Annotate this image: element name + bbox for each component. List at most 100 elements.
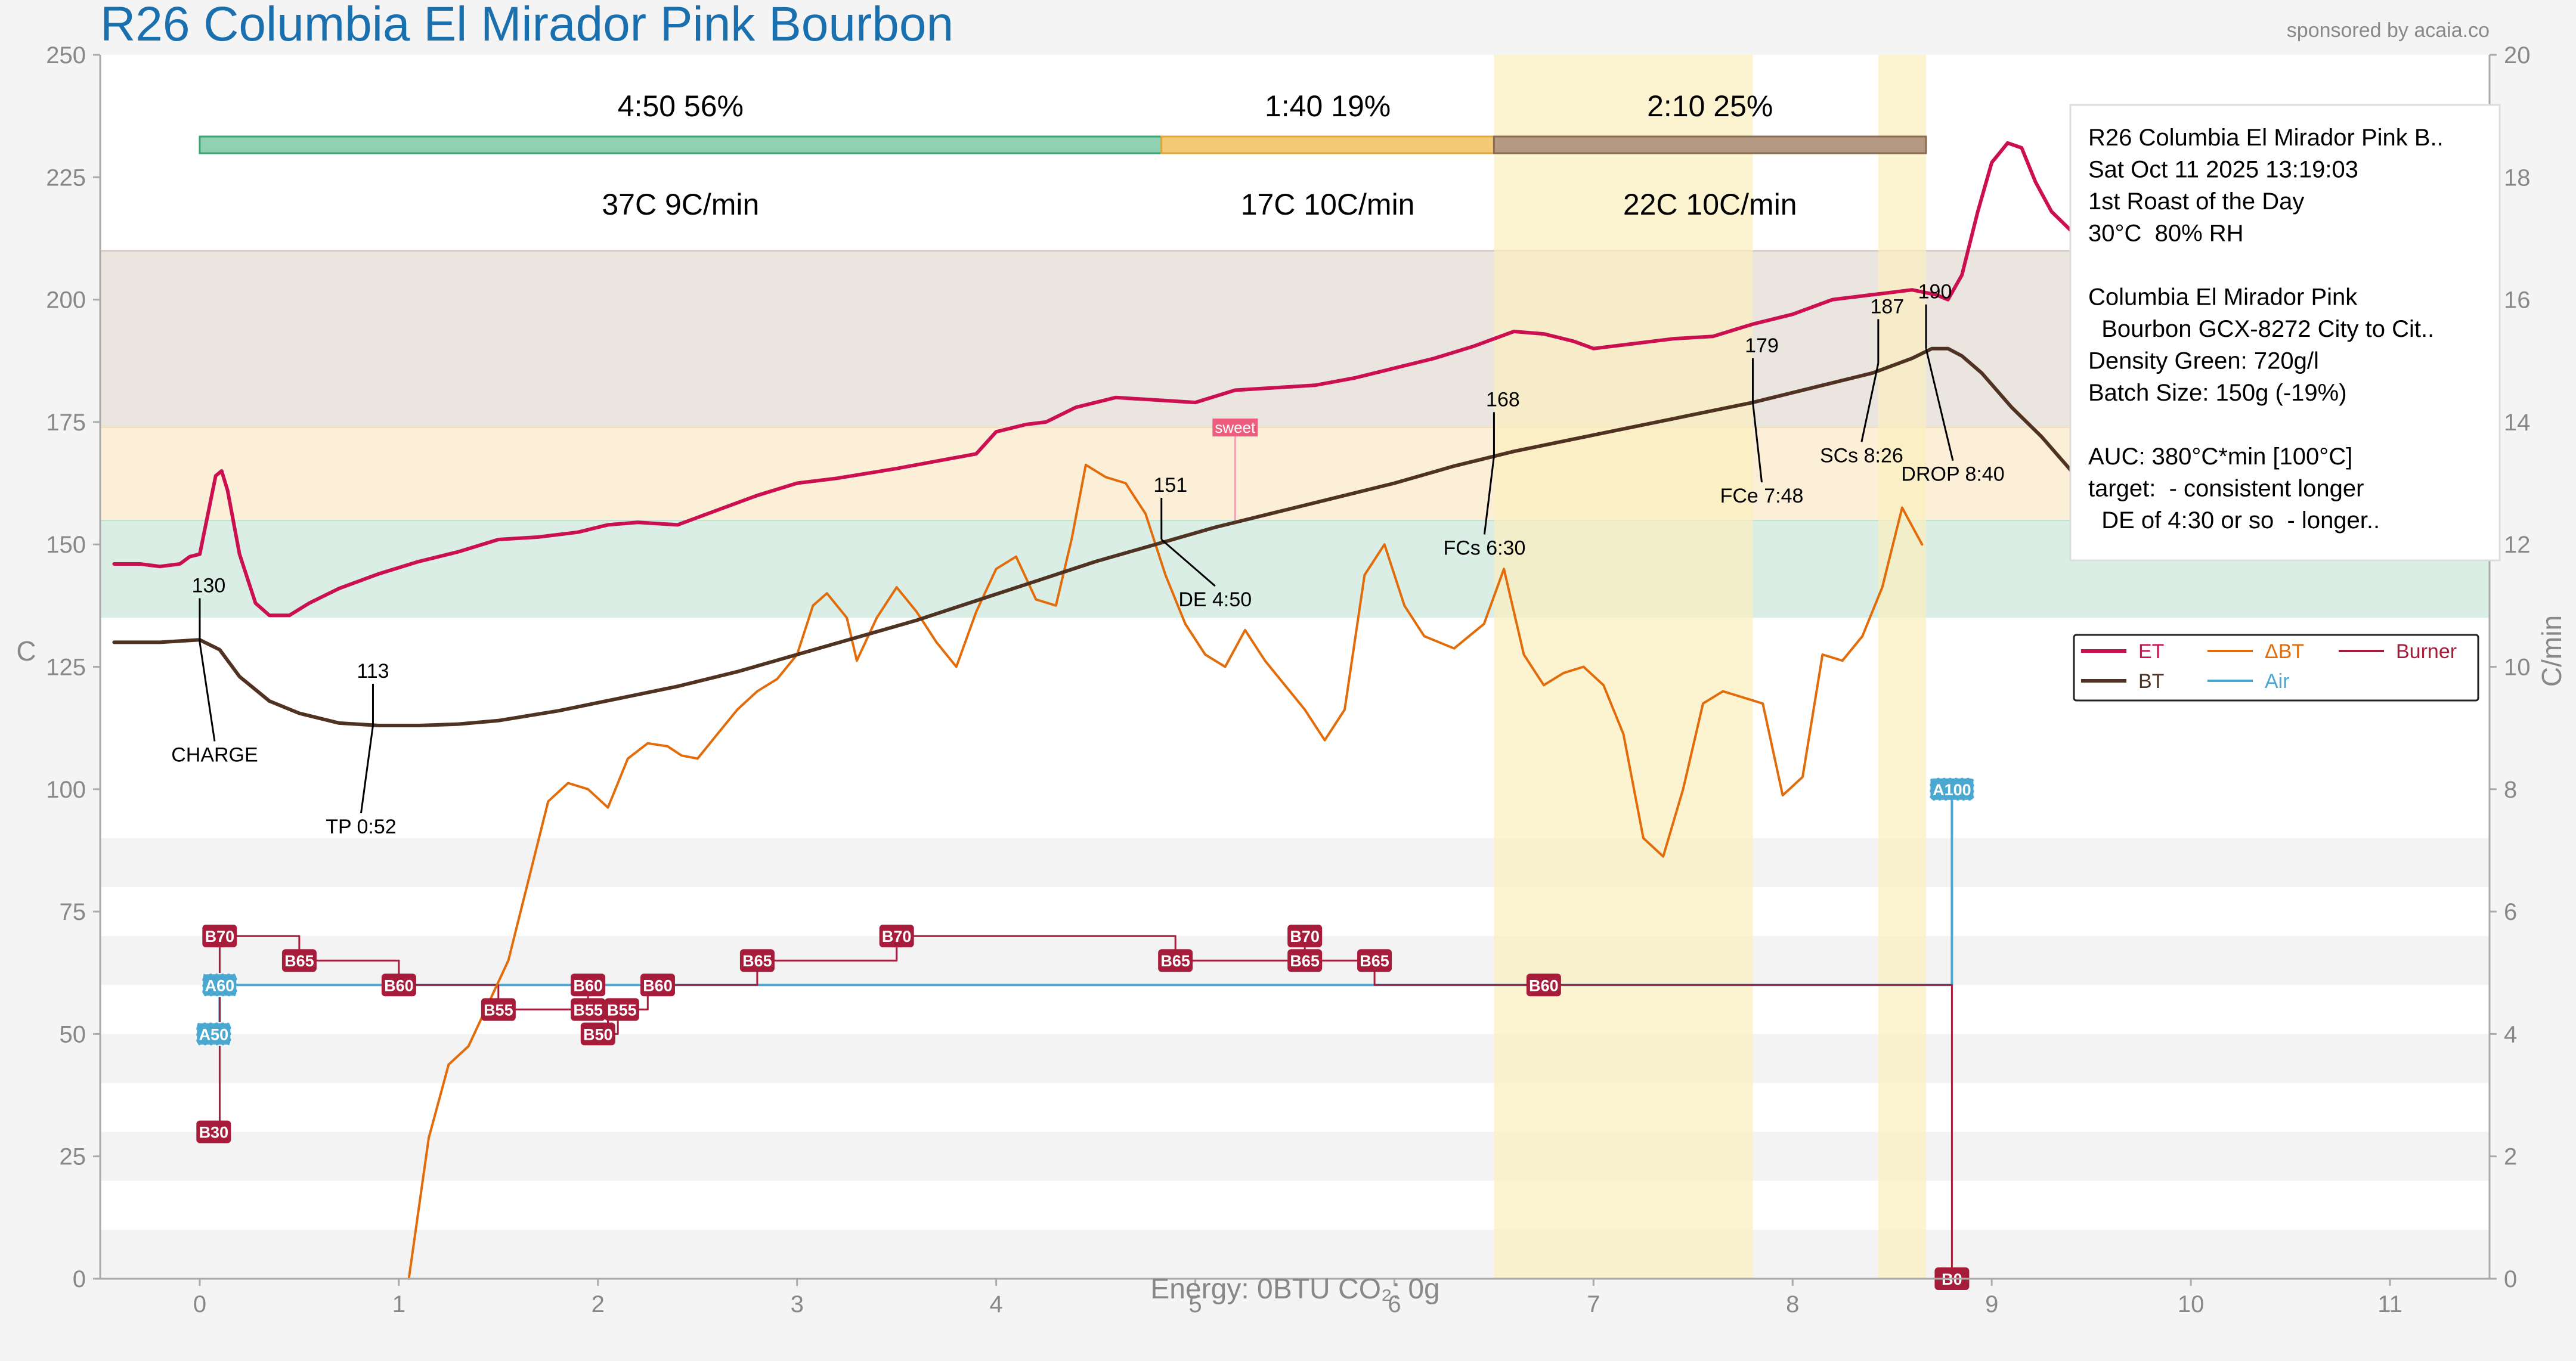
event-tag-label: B55	[573, 1001, 603, 1019]
stripe-band	[100, 1034, 2490, 1083]
event-tag-label: B55	[484, 1001, 513, 1019]
event-tag-label: A60	[205, 976, 235, 994]
annotation-label: CHARGE	[171, 743, 258, 766]
annotation-leader	[199, 642, 216, 742]
annotation-label: DROP 8:40	[1901, 463, 2004, 486]
phase-time-label: 4:50 56%	[618, 89, 744, 123]
legend-label: ET	[2138, 640, 2164, 663]
y-right-tick-label: 2	[2504, 1144, 2517, 1170]
y-right-tick-label: 18	[2504, 165, 2531, 191]
event-tag-label: B70	[1290, 928, 1320, 945]
info-line: Sat Oct 11 2025 13:19:03	[2088, 157, 2358, 183]
y-tick-label: 125	[46, 655, 86, 681]
event-tag-box	[1526, 974, 1561, 997]
event-tag-label: B65	[284, 952, 314, 970]
y-right-tick-label: 8	[2504, 777, 2517, 803]
info-line: 1st Roast of the Day	[2088, 188, 2304, 215]
event-tag-box	[571, 998, 606, 1021]
x-tick-label: 3	[791, 1291, 804, 1317]
y-right-tick-label: 12	[2504, 532, 2531, 558]
info-line: Density Green: 720g/l	[2088, 348, 2319, 374]
annotation-leader	[1160, 538, 1216, 587]
event-tag-label: B65	[1290, 952, 1320, 970]
event-tag-label: B65	[742, 952, 772, 970]
axes: 0255075100125150175200225250024681012141…	[16, 42, 2567, 1317]
crack-highlight-region	[1494, 55, 1753, 1279]
y-tick-label: 100	[46, 777, 86, 803]
series-bt	[112, 346, 2073, 727]
event-tag-label: B30	[199, 1124, 229, 1142]
x-tick-label: 1	[392, 1291, 405, 1317]
event-tag-box	[281, 949, 317, 972]
x-tick-label: 11	[2377, 1291, 2402, 1317]
phase-bar-1	[1160, 135, 1495, 154]
crack-highlight-region	[1878, 55, 1927, 1279]
y-right-tick-label: 14	[2504, 410, 2531, 436]
y-right-axis-label: C/min	[2536, 615, 2567, 687]
x-tick-label: 0	[193, 1291, 206, 1317]
y-right-tick-label: 10	[2504, 655, 2531, 681]
annotation-leader	[1860, 363, 1880, 442]
info-line: 30°C 80% RH	[2088, 221, 2244, 247]
event-tag-box	[879, 925, 914, 948]
annotation-value: 179	[1745, 334, 1779, 357]
event-tag-box	[739, 949, 775, 972]
annotation-leader	[1483, 456, 1495, 535]
phase-bar-2	[1493, 135, 1927, 154]
event-tag-label: B65	[1360, 952, 1389, 970]
info-line: Columbia El Mirador Pink	[2088, 284, 2358, 311]
legend-label: Burner	[2396, 640, 2457, 663]
legend-label: ΔBT	[2265, 640, 2304, 663]
event-tag-label: B60	[643, 976, 673, 994]
sweet-marker	[1212, 418, 1258, 437]
event-tag-box	[1287, 925, 1323, 948]
event-tag-label: B55	[607, 1001, 637, 1019]
info-line: Bourbon GCX-8272 City to Cit..	[2088, 316, 2434, 342]
legend-label: Air	[2265, 670, 2290, 693]
event-tag-label: A100	[1933, 781, 1971, 799]
y-right-tick-label: 0	[2504, 1266, 2517, 1292]
annotation-value: 187	[1871, 295, 1905, 318]
x-tick-label: 5	[1188, 1291, 1202, 1317]
chart-title: R26 Columbia El Mirador Pink Bourbon	[100, 0, 953, 51]
y-tick-label: 150	[46, 532, 86, 558]
series-et	[112, 141, 2073, 618]
phase-rate-label: 17C 10C/min	[1241, 188, 1415, 221]
event-tag-box	[571, 974, 606, 997]
info-line: target: - consistent longer	[2088, 476, 2364, 502]
event-annotations: 130 CHARGE 113 TP 0:52 151 DE 4:50 168 FCs 6:30…	[171, 281, 2004, 838]
y-right-tick-label: 6	[2504, 899, 2517, 925]
annotation-value: 190	[1918, 281, 1952, 303]
stripe-band	[100, 1131, 2490, 1181]
y-tick-label: 200	[46, 287, 86, 314]
event-tag-label: B70	[882, 928, 912, 945]
annotation-label: FCs 6:30	[1443, 537, 1525, 559]
y-tick-label: 0	[73, 1266, 86, 1292]
event-tag-box	[202, 925, 237, 948]
event-tag-box	[196, 1120, 231, 1143]
x-tick-label: 8	[1786, 1291, 1799, 1317]
event-tag-label: B50	[583, 1025, 613, 1043]
annotation-value: 168	[1486, 388, 1520, 411]
event-tag-box	[1158, 949, 1193, 972]
y-tick-label: 25	[60, 1144, 86, 1170]
x-tick-label: 2	[592, 1291, 605, 1317]
event-tag-box	[196, 1022, 232, 1046]
annotation-label: FCe 7:48	[1720, 485, 1804, 507]
y-tick-label: 175	[46, 410, 86, 436]
y-tick-label: 75	[60, 899, 86, 925]
annotation-label: TP 0:52	[326, 816, 396, 838]
event-tag-label: B65	[1160, 952, 1190, 970]
phase-rate-label: 37C 9C/min	[602, 188, 759, 221]
y-right-tick-label: 16	[2504, 287, 2531, 314]
event-tag-label: B70	[205, 928, 235, 945]
event-tag-box	[580, 1022, 615, 1046]
phase-bars: 4:50 56% 37C 9C/min 1:40 19% 17C 10C/min 2:1…	[199, 89, 1927, 221]
y-axis-label: C	[16, 635, 36, 666]
x-tick-label: 6	[1388, 1291, 1401, 1317]
energy-footer: Energy: 0BTU CO₂: 0g	[1150, 1273, 1439, 1305]
y-tick-label: 50	[60, 1021, 86, 1047]
event-tag-label: B60	[573, 976, 603, 994]
event-tag-box	[481, 998, 516, 1021]
